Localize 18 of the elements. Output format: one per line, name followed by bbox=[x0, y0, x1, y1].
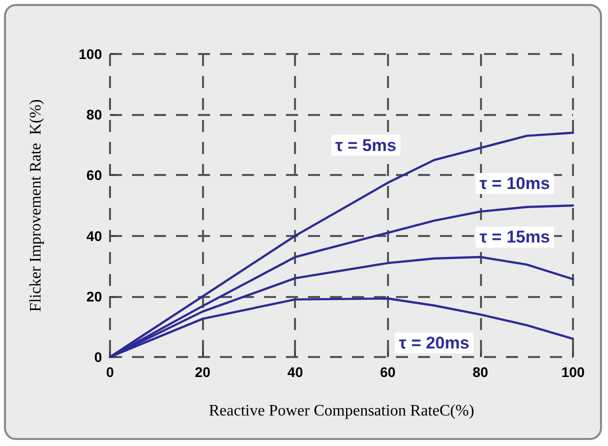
y-tick-label: 20 bbox=[86, 288, 102, 304]
x-tick-label: 100 bbox=[561, 364, 585, 380]
series-label: τ = 15ms bbox=[479, 228, 550, 247]
y-axis-title: Flicker Improvement Rate K(%) bbox=[28, 99, 44, 312]
x-tick-label: 60 bbox=[380, 364, 396, 380]
series-label: τ = 20ms bbox=[398, 333, 470, 352]
x-tick-label: 40 bbox=[287, 364, 304, 380]
series-label: τ = 5ms bbox=[335, 136, 396, 155]
y-tick-label: 80 bbox=[86, 106, 102, 123]
x-tick-label: 80 bbox=[472, 364, 488, 380]
y-tick-label: 100 bbox=[78, 46, 102, 62]
y-tick-label: 60 bbox=[86, 167, 102, 184]
y-tick-label: 40 bbox=[86, 228, 102, 244]
x-tick-label: 0 bbox=[106, 364, 114, 380]
x-tick-label: 20 bbox=[194, 364, 211, 380]
series-label: τ = 10ms bbox=[479, 174, 550, 194]
x-axis-title: Reactive Power Compensation RateC(%) bbox=[208, 402, 474, 420]
y-tick-label: 0 bbox=[94, 349, 102, 365]
